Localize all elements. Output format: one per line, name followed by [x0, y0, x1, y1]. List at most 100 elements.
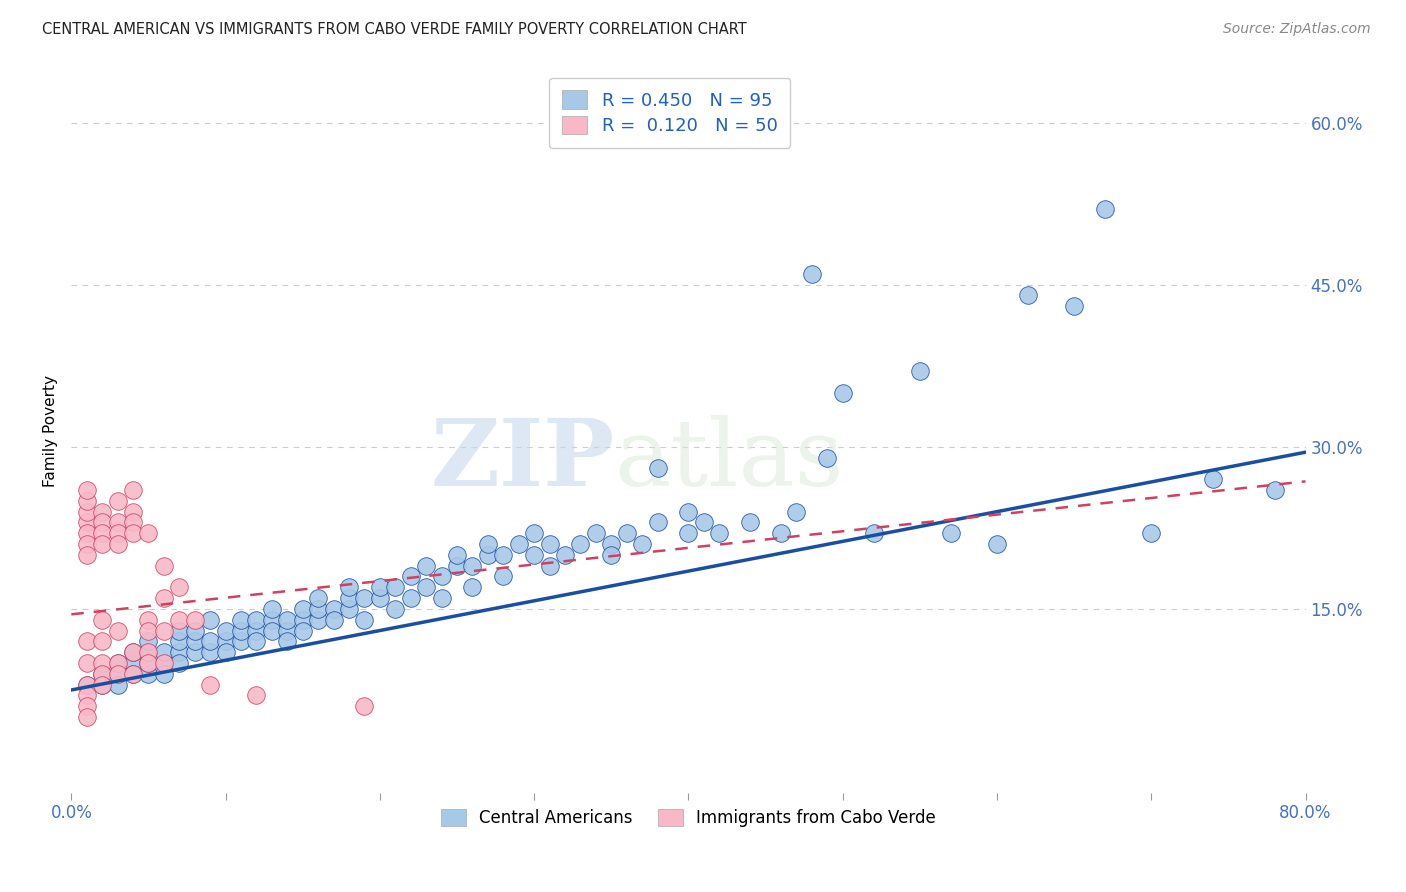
Point — [785, 505, 807, 519]
Point — [291, 602, 314, 616]
Point — [291, 613, 314, 627]
Point — [1264, 483, 1286, 497]
Point — [91, 677, 114, 691]
Point — [1140, 526, 1163, 541]
Point — [769, 526, 792, 541]
Text: Source: ZipAtlas.com: Source: ZipAtlas.com — [1223, 22, 1371, 37]
Point — [647, 461, 669, 475]
Point — [91, 634, 114, 648]
Point — [91, 666, 114, 681]
Point — [91, 613, 114, 627]
Point — [153, 666, 176, 681]
Point — [153, 558, 176, 573]
Point — [307, 591, 329, 606]
Point — [184, 645, 207, 659]
Point — [600, 548, 623, 562]
Point — [76, 710, 98, 724]
Point — [91, 656, 114, 670]
Point — [184, 634, 207, 648]
Point — [492, 548, 515, 562]
Point — [138, 613, 160, 627]
Point — [184, 624, 207, 638]
Point — [76, 537, 98, 551]
Point — [1063, 299, 1085, 313]
Point — [245, 613, 267, 627]
Point — [492, 569, 515, 583]
Point — [76, 526, 98, 541]
Point — [337, 602, 360, 616]
Point — [76, 699, 98, 714]
Point — [76, 505, 98, 519]
Point — [276, 634, 298, 648]
Point — [229, 613, 252, 627]
Point — [138, 666, 160, 681]
Point — [862, 526, 884, 541]
Point — [107, 516, 129, 530]
Point — [585, 526, 607, 541]
Point — [508, 537, 530, 551]
Point — [76, 677, 98, 691]
Point — [461, 558, 484, 573]
Point — [678, 526, 700, 541]
Point — [1202, 472, 1225, 486]
Point — [384, 580, 406, 594]
Point — [107, 537, 129, 551]
Point — [229, 624, 252, 638]
Point — [800, 267, 823, 281]
Point — [461, 580, 484, 594]
Point — [908, 364, 931, 378]
Point — [939, 526, 962, 541]
Point — [245, 689, 267, 703]
Point — [122, 656, 145, 670]
Point — [169, 645, 191, 659]
Point — [122, 526, 145, 541]
Point — [107, 666, 129, 681]
Point — [76, 516, 98, 530]
Point — [91, 505, 114, 519]
Point — [169, 656, 191, 670]
Point — [523, 548, 546, 562]
Point — [384, 602, 406, 616]
Point — [138, 634, 160, 648]
Point — [815, 450, 838, 465]
Point — [91, 677, 114, 691]
Point — [107, 656, 129, 670]
Point — [740, 516, 762, 530]
Point — [107, 493, 129, 508]
Point — [446, 558, 468, 573]
Point — [260, 602, 283, 616]
Point — [198, 677, 221, 691]
Point — [616, 526, 638, 541]
Point — [91, 526, 114, 541]
Point — [631, 537, 654, 551]
Point — [245, 624, 267, 638]
Legend: Central Americans, Immigrants from Cabo Verde: Central Americans, Immigrants from Cabo … — [433, 800, 945, 835]
Point — [214, 624, 236, 638]
Point — [477, 537, 499, 551]
Point — [260, 613, 283, 627]
Point — [169, 580, 191, 594]
Point — [138, 624, 160, 638]
Point — [153, 656, 176, 670]
Point — [198, 613, 221, 627]
Point — [322, 602, 344, 616]
Point — [415, 580, 437, 594]
Point — [477, 548, 499, 562]
Point — [153, 645, 176, 659]
Point — [307, 613, 329, 627]
Point — [337, 591, 360, 606]
Text: CENTRAL AMERICAN VS IMMIGRANTS FROM CABO VERDE FAMILY POVERTY CORRELATION CHART: CENTRAL AMERICAN VS IMMIGRANTS FROM CABO… — [42, 22, 747, 37]
Point — [107, 624, 129, 638]
Point — [169, 613, 191, 627]
Point — [276, 613, 298, 627]
Point — [107, 526, 129, 541]
Point — [76, 634, 98, 648]
Point — [76, 656, 98, 670]
Point — [229, 634, 252, 648]
Point — [446, 548, 468, 562]
Point — [107, 677, 129, 691]
Point — [122, 645, 145, 659]
Point — [91, 537, 114, 551]
Point — [307, 602, 329, 616]
Point — [430, 591, 453, 606]
